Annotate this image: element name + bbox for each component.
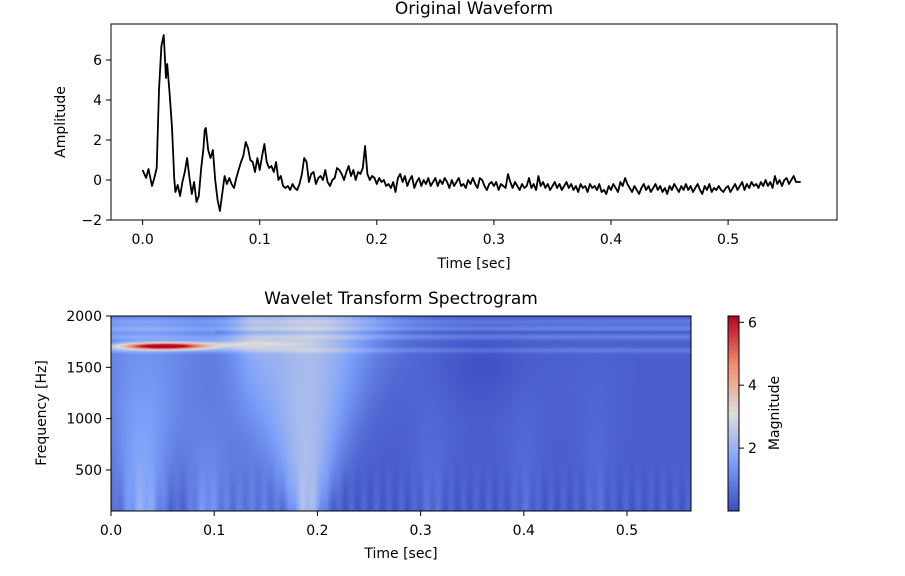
waveform-x-tick-label: 0.1 [249, 232, 271, 248]
spectrogram-x-ticks: 0.0 0.1 0.2 0.3 0.4 0.5 [100, 511, 638, 539]
waveform-y-ticks: −2 0 2 4 6 [81, 53, 111, 229]
spectrogram-x-tick-label: 0.3 [409, 523, 431, 539]
spectrogram-x-tick-label: 0.0 [100, 523, 122, 539]
waveform-title: Original Waveform [395, 0, 553, 19]
waveform-axes-frame [110, 23, 838, 221]
colorbar-gradient [728, 316, 739, 511]
waveform-x-tick-label: 0.0 [131, 232, 153, 248]
waveform-x-axis-label: Time [sec] [436, 256, 510, 272]
waveform-y-tick-label: −2 [81, 213, 102, 229]
colorbar-label: Magnitude [767, 376, 783, 450]
spectrogram-y-axis-label: Frequency [Hz] [34, 360, 50, 466]
spectrogram-y-tick-label: 500 [75, 463, 102, 479]
spectrogram-x-axis-label: Time [sec] [363, 546, 437, 562]
waveform-x-tick-label: 0.2 [366, 232, 388, 248]
waveform-chart: Original Waveform 0.0 0.1 0.2 0.3 0.4 0.5 −2 0… [53, 0, 838, 272]
waveform-y-axis-label: Amplitude [53, 86, 69, 158]
colorbar-tick-label: 2 [748, 441, 757, 457]
waveform-x-ticks: 0.0 0.1 0.2 0.3 0.4 0.5 [131, 220, 739, 248]
waveform-y-tick-label: 6 [93, 53, 102, 69]
colorbar-tick-label: 6 [748, 315, 757, 331]
waveform-y-tick-label: 2 [93, 133, 102, 149]
waveform-x-tick-label: 0.5 [717, 232, 739, 248]
spectrogram-y-tick-label: 2000 [66, 309, 102, 325]
spectrogram-chart: Wavelet Transform Spectrogram 0.0 0.1 0.2 0… [34, 289, 783, 562]
spectrogram-heatmap [111, 316, 691, 511]
waveform-series-line [141, 34, 801, 212]
spectrogram-y-ticks: 500 1000 1500 2000 [66, 309, 111, 479]
waveform-x-tick-label: 0.4 [600, 232, 622, 248]
spectrogram-title: Wavelet Transform Spectrogram [264, 289, 538, 309]
spectrogram-x-tick-label: 0.4 [513, 523, 535, 539]
spectrogram-axes-frame [110, 315, 692, 512]
spectrogram-x-tick-label: 0.5 [616, 523, 638, 539]
waveform-y-tick-label: 4 [93, 93, 102, 109]
spectrogram-y-tick-label: 1000 [66, 412, 102, 428]
waveform-y-tick-label: 0 [93, 173, 102, 189]
waveform-x-tick-label: 0.3 [483, 232, 505, 248]
spectrogram-y-tick-label: 1500 [66, 360, 102, 376]
colorbar-ticks: 2 4 6 [739, 315, 757, 457]
spectrogram-x-tick-label: 0.1 [203, 523, 225, 539]
colorbar-frame [727, 315, 740, 512]
spectrogram-plot-area [111, 316, 691, 511]
spectrogram-x-tick-label: 0.2 [306, 523, 328, 539]
colorbar-area [728, 316, 739, 511]
colorbar-tick-label: 4 [748, 378, 757, 394]
